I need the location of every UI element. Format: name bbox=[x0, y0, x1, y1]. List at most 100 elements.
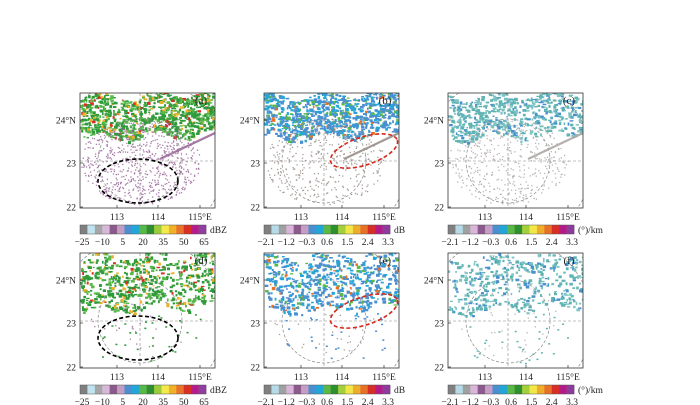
echo-cell bbox=[282, 107, 285, 111]
echo-cell bbox=[390, 89, 393, 92]
echo-cell bbox=[161, 283, 164, 286]
clutter-point bbox=[106, 145, 108, 147]
echo-cell bbox=[94, 93, 99, 97]
echo-cell bbox=[334, 119, 337, 123]
echo-cell bbox=[195, 122, 198, 124]
clutter-point bbox=[293, 126, 296, 128]
echo-cell bbox=[321, 106, 325, 110]
clutter-point bbox=[474, 157, 476, 159]
echo-cell bbox=[340, 99, 344, 101]
echo-cell bbox=[121, 131, 125, 133]
echo-cell bbox=[510, 135, 515, 138]
colorbar-swatch bbox=[278, 225, 287, 234]
echo-cell bbox=[332, 121, 335, 123]
clutter-point bbox=[294, 168, 296, 170]
echo-cell bbox=[157, 100, 160, 103]
clutter-point bbox=[518, 166, 521, 168]
clutter-point bbox=[93, 169, 95, 171]
echo-cell bbox=[570, 116, 574, 118]
clutter-point bbox=[507, 133, 510, 135]
echo-cell bbox=[347, 130, 350, 133]
echo-cell bbox=[195, 132, 200, 135]
echo-cell bbox=[107, 109, 112, 112]
echo-cell bbox=[105, 98, 109, 101]
echo-cell bbox=[392, 97, 396, 100]
clutter-point bbox=[178, 129, 180, 131]
echo-cell bbox=[188, 125, 193, 128]
clutter-point bbox=[336, 196, 338, 199]
echo-cell bbox=[451, 101, 456, 104]
clutter-point bbox=[317, 193, 319, 195]
echo-cell bbox=[539, 98, 542, 100]
clutter-point bbox=[152, 319, 155, 321]
clutter-point bbox=[516, 125, 518, 127]
echo-cell bbox=[156, 289, 160, 293]
echo-cell bbox=[106, 114, 109, 117]
echo-cell bbox=[388, 277, 393, 281]
echo-cell bbox=[90, 130, 92, 132]
clutter-point bbox=[109, 197, 111, 200]
clutter-point bbox=[540, 161, 542, 163]
clutter-point bbox=[161, 131, 163, 134]
echo-cell bbox=[463, 141, 467, 143]
clutter-point bbox=[352, 159, 354, 161]
clutter-point bbox=[461, 179, 464, 181]
echo-cell bbox=[304, 124, 308, 126]
clutter-point bbox=[460, 157, 462, 159]
clutter-point bbox=[124, 151, 127, 153]
clutter-point bbox=[328, 162, 330, 164]
echo-cell bbox=[190, 135, 194, 138]
echo-cell bbox=[499, 90, 501, 92]
echo-cell bbox=[166, 120, 169, 123]
echo-cell bbox=[180, 309, 184, 312]
clutter-point bbox=[136, 167, 138, 169]
echo-cell bbox=[335, 93, 339, 97]
echo-cell bbox=[526, 98, 530, 101]
echo-cell bbox=[184, 265, 188, 269]
colorbar-tick-label: −1.2 bbox=[278, 238, 295, 248]
echo-cell bbox=[196, 288, 200, 292]
clutter-point bbox=[192, 147, 194, 149]
echo-cell bbox=[193, 95, 196, 97]
echo-cell bbox=[271, 114, 276, 118]
echo-cell bbox=[158, 297, 162, 300]
clutter-point bbox=[176, 169, 178, 172]
colorbar-swatch bbox=[117, 385, 125, 394]
clutter-point bbox=[166, 133, 169, 136]
clutter-point bbox=[320, 119, 323, 121]
echo-cell bbox=[192, 114, 195, 117]
echo-cell bbox=[370, 99, 375, 103]
echo-cell bbox=[152, 285, 155, 287]
clutter-point bbox=[116, 329, 118, 331]
colorbar-swatch bbox=[94, 225, 103, 234]
echo-cell bbox=[469, 122, 473, 126]
echo-cell bbox=[507, 99, 511, 102]
echo-cell bbox=[111, 325, 114, 327]
echo-cell bbox=[553, 109, 556, 112]
echo-cell bbox=[181, 101, 184, 103]
clutter-point bbox=[194, 174, 196, 176]
echo-cell bbox=[89, 283, 93, 286]
echo-cell bbox=[395, 121, 399, 125]
echo-cell bbox=[373, 104, 377, 107]
clutter-point bbox=[313, 161, 315, 164]
clutter-point bbox=[563, 162, 565, 164]
echo-cell bbox=[377, 102, 380, 105]
echo-cell bbox=[574, 100, 578, 104]
clutter-point bbox=[165, 124, 167, 126]
clutter-point bbox=[315, 200, 317, 203]
echo-cell bbox=[209, 106, 212, 110]
echo-cell bbox=[176, 307, 178, 310]
clutter-point bbox=[97, 171, 99, 173]
echo-cell bbox=[125, 125, 129, 128]
clutter-point bbox=[272, 181, 274, 183]
echo-cell bbox=[477, 111, 480, 115]
clutter-point bbox=[122, 151, 124, 153]
echo-cell bbox=[557, 115, 561, 118]
clutter-point bbox=[180, 136, 182, 138]
echo-cell bbox=[200, 118, 203, 121]
clutter-point bbox=[103, 148, 105, 150]
echo-cell bbox=[387, 127, 391, 129]
clutter-point bbox=[519, 196, 521, 198]
echo-cell bbox=[301, 124, 304, 127]
